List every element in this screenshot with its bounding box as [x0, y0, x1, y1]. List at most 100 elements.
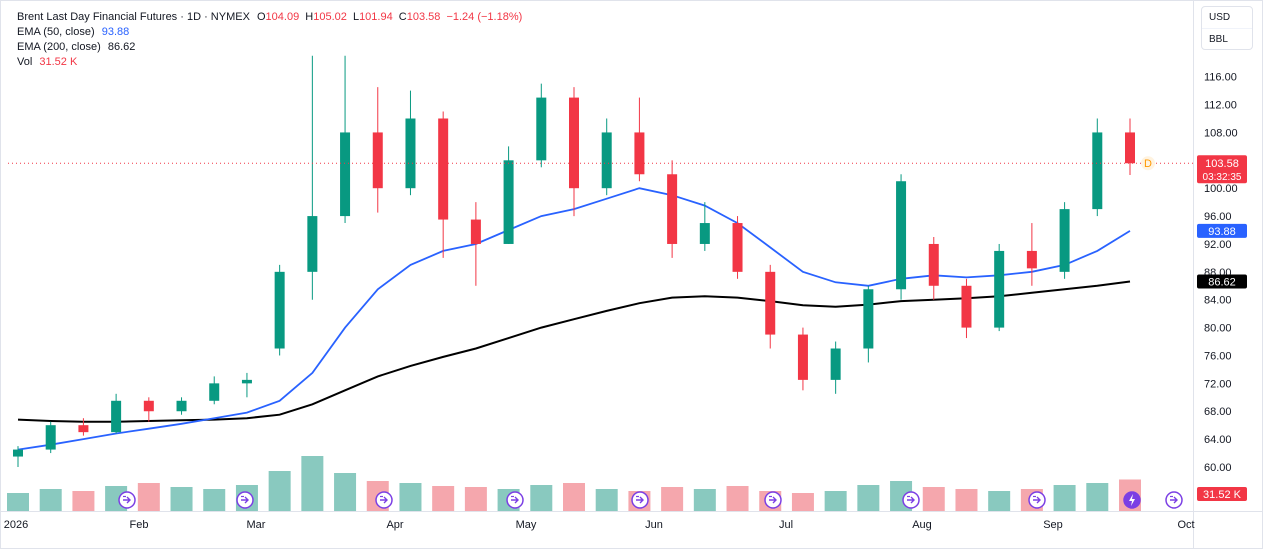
- y-tick-label: 68.00: [1204, 406, 1232, 418]
- change-value: −1.24 (−1.18%): [446, 11, 523, 23]
- x-tick-label: Sep: [1043, 519, 1063, 531]
- y-tick-label: 92.00: [1204, 239, 1232, 251]
- candle-body: [797, 334, 808, 380]
- y-tick-label: 112.00: [1204, 100, 1237, 112]
- x-tick-label: Aug: [912, 519, 932, 531]
- x-tick-label: May: [516, 519, 537, 531]
- legend-ema50-row[interactable]: EMA (50, close) 93.88: [17, 25, 525, 40]
- currency-unit[interactable]: USD: [1209, 12, 1231, 23]
- legend-vol-row[interactable]: Vol 31.52 K: [17, 55, 525, 70]
- volume-bar: [301, 456, 324, 511]
- event-arrow-icon[interactable]: [1028, 491, 1046, 509]
- vol-label: Vol: [17, 56, 33, 68]
- x-tick-label: Feb: [130, 519, 149, 531]
- x-tick-label: Apr: [386, 519, 403, 531]
- y-tick-label: 60.00: [1204, 462, 1232, 474]
- event-arrow-icon[interactable]: [631, 491, 649, 509]
- volume-bar: [791, 493, 814, 511]
- volume-bar: [693, 489, 716, 511]
- candle-body: [1092, 132, 1103, 210]
- last-price-text: 103.58: [1205, 158, 1239, 170]
- axis-tag-text: 93.88: [1208, 226, 1236, 238]
- quantity-unit[interactable]: BBL: [1202, 28, 1252, 49]
- candle-body: [470, 219, 481, 244]
- volume-bar: [137, 483, 160, 511]
- volume-bar: [661, 487, 684, 511]
- ema50-value: 93.88: [101, 26, 130, 38]
- volume-bar: [399, 483, 422, 511]
- candle-body: [176, 400, 187, 412]
- candle-body: [536, 97, 547, 161]
- y-tick-label: 76.00: [1204, 350, 1232, 362]
- event-arrow-icon[interactable]: [764, 491, 782, 509]
- candle-body: [928, 243, 939, 286]
- volume-bar: [988, 491, 1011, 511]
- y-tick-label: 84.00: [1204, 295, 1232, 307]
- chart-legend: Brent Last Day Financial Futures · 1D · …: [17, 10, 525, 70]
- candle-body: [13, 449, 23, 457]
- candle-body: [1059, 209, 1070, 272]
- volume-bar: [563, 483, 585, 511]
- candle-body: [896, 181, 907, 290]
- volume-bar: [530, 485, 553, 511]
- volume-tag: 31.52 K: [1197, 487, 1247, 501]
- event-arrow-icon[interactable]: [118, 491, 136, 509]
- volume-bar: [726, 486, 749, 511]
- legend-ema200-row[interactable]: EMA (200, close) 86.62: [17, 40, 525, 55]
- volume-bar: [824, 491, 847, 511]
- volume-bar: [464, 487, 487, 511]
- x-tick-label: 2026: [4, 519, 28, 531]
- unit-selector[interactable]: USD BBL: [1201, 6, 1253, 50]
- volume-bar: [857, 485, 880, 511]
- candle-body: [405, 118, 416, 189]
- x-tick-label: Mar: [247, 519, 266, 531]
- volume-bar: [1086, 483, 1109, 511]
- open-label: O: [256, 11, 266, 23]
- candle-body: [503, 160, 514, 244]
- x-tick-label: Oct: [1177, 519, 1194, 531]
- candle-body: [765, 271, 776, 335]
- volume-bar: [595, 489, 618, 511]
- candle-body: [961, 285, 972, 328]
- lightning-event-icon[interactable]: [1123, 491, 1141, 509]
- dividend-marker-bg: [1141, 156, 1155, 171]
- candle-body: [241, 379, 252, 384]
- open-value: 104.09: [265, 11, 300, 23]
- candle-body: [1125, 132, 1135, 164]
- high-label: H: [305, 11, 314, 23]
- axis-tag-text: 31.52 K: [1203, 489, 1242, 501]
- candle-body: [699, 223, 710, 244]
- event-arrow-icon[interactable]: [236, 491, 254, 509]
- candle-body: [569, 97, 579, 189]
- candle-body: [340, 132, 351, 217]
- candle-body: [667, 174, 678, 244]
- y-tick-label: 100.00: [1204, 183, 1238, 195]
- event-arrow-icon[interactable]: [1165, 491, 1183, 509]
- volume-bar: [7, 493, 29, 511]
- legend-ohlc-row: Brent Last Day Financial Futures · 1D · …: [17, 10, 525, 25]
- volume-bar: [203, 489, 226, 511]
- volume-bar: [955, 489, 978, 511]
- volume-bar: [268, 471, 291, 511]
- low-value: 101.94: [359, 11, 393, 23]
- symbol-title[interactable]: Brent Last Day Financial Futures · 1D · …: [17, 11, 250, 23]
- candle-body: [634, 132, 645, 175]
- y-tick-label: 72.00: [1204, 378, 1232, 390]
- volume-bar: [334, 473, 357, 511]
- close-value: 103.58: [406, 11, 441, 23]
- ema50-tag: 93.88: [1197, 223, 1247, 238]
- dividend-marker: D: [1144, 158, 1152, 170]
- candle-body: [830, 348, 841, 380]
- candle-body: [209, 383, 220, 401]
- y-tick-label: 108.00: [1204, 127, 1238, 139]
- x-tick-label: Jun: [645, 519, 663, 531]
- event-arrow-icon[interactable]: [375, 491, 393, 509]
- low-label: L: [352, 11, 360, 23]
- candle-body: [143, 400, 154, 412]
- candle-body: [1026, 250, 1037, 269]
- event-arrow-icon[interactable]: [902, 491, 920, 509]
- event-arrow-icon[interactable]: [506, 491, 524, 509]
- candle-body: [45, 425, 56, 450]
